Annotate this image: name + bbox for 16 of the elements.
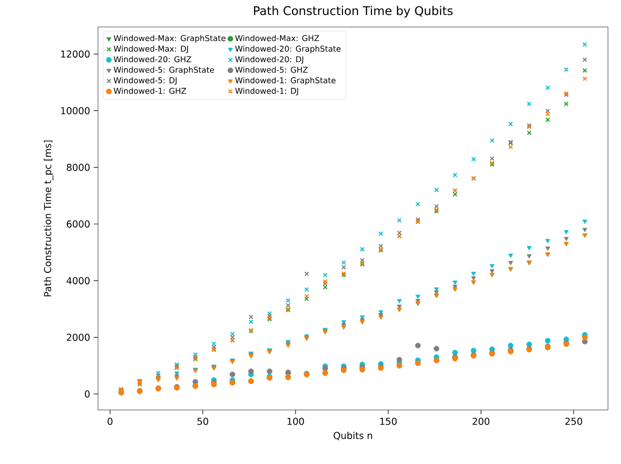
x-tick-label: 100 xyxy=(288,418,304,425)
y-tick-label: 12000 xyxy=(61,50,90,58)
y-tick-label: 10000 xyxy=(61,107,90,114)
x-tick-label: 0 xyxy=(108,418,112,425)
x-tick-label: 200 xyxy=(472,418,490,425)
x-tick-label: 50 xyxy=(198,418,208,425)
y-tick-label: 2000 xyxy=(66,334,90,341)
y-tick-label: 4000 xyxy=(66,277,90,284)
chart-title: Path Construction Time by Qubits xyxy=(254,6,453,18)
x-axis-title: Qubits n xyxy=(334,432,372,440)
y-axis-title: Path Construction Time t_pc [ms] xyxy=(44,140,54,296)
y-tick-label: 8000 xyxy=(66,164,90,171)
x-tick-label: 250 xyxy=(565,418,582,425)
x-tick-label: 150 xyxy=(380,418,397,425)
y-tick-label: 0 xyxy=(84,390,90,398)
y-tick-label: 6000 xyxy=(66,220,90,228)
